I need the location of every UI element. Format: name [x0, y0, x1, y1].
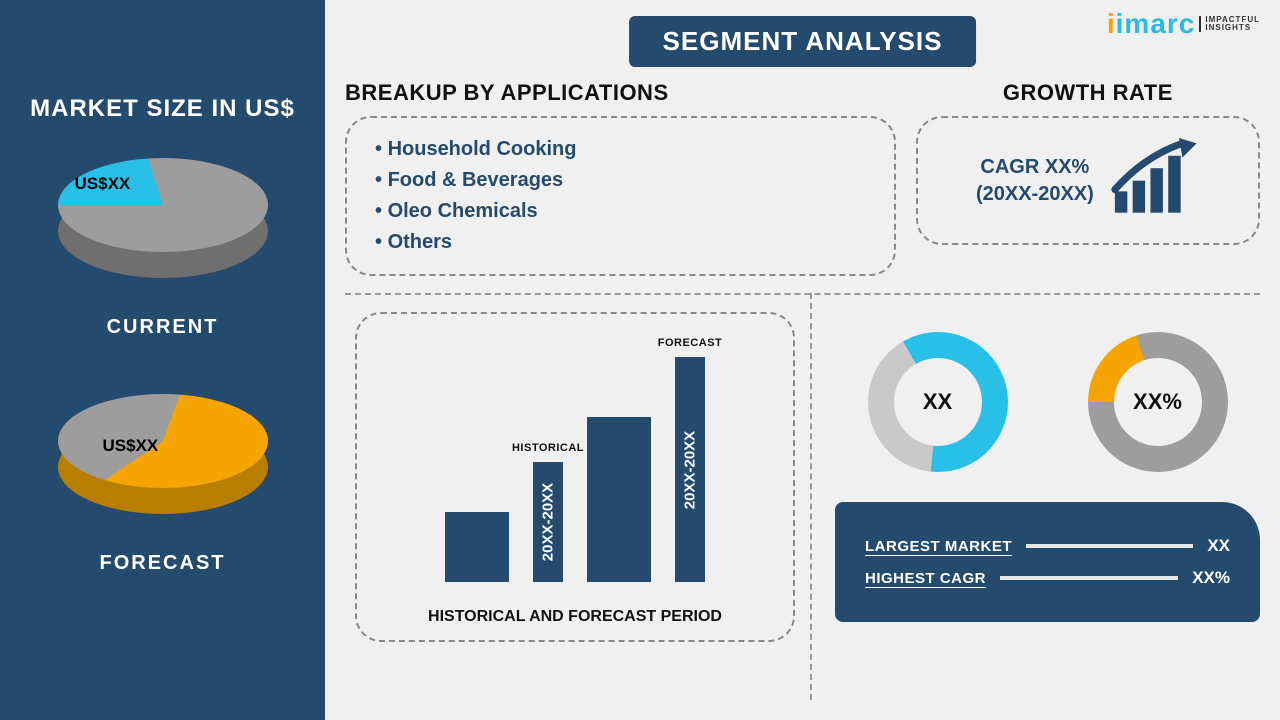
growth-box: CAGR XX% (20XX-20XX) — [916, 116, 1260, 245]
pie-current-caption: CURRENT — [107, 316, 219, 339]
main-area: iimarc IMPACTFUL INSIGHTS SEGMENT ANALYS… — [325, 0, 1280, 720]
metric-label: LARGEST MARKET — [865, 538, 1012, 555]
hist-caption: HISTORICAL AND FORECAST PERIOD — [357, 608, 793, 626]
breakup-box: Household CookingFood & BeveragesOleo Ch… — [345, 116, 896, 276]
metric-line — [1000, 576, 1178, 580]
bar: FORECAST20XX-20XX — [675, 357, 705, 582]
bottom-right-panel: XX XX% LARGEST MARKET XX HIGHEST CAGR XX% — [835, 312, 1260, 622]
breakup-section: BREAKUP BY APPLICATIONS Household Cookin… — [345, 80, 896, 276]
breakup-title: BREAKUP BY APPLICATIONS — [345, 80, 896, 106]
bar-period-label: 20XX-20XX — [682, 430, 699, 508]
sidebar-title: MARKET SIZE IN US$ — [30, 95, 295, 123]
metric-card: LARGEST MARKET XX HIGHEST CAGR XX% — [835, 502, 1260, 622]
cagr-line2: (20XX-20XX) — [976, 181, 1094, 208]
pie-forecast: US$XX — [53, 394, 273, 534]
breakup-item: Others — [375, 227, 866, 258]
breakup-list: Household CookingFood & BeveragesOleo Ch… — [375, 134, 866, 258]
cagr-text: CAGR XX% (20XX-20XX) — [976, 154, 1094, 208]
donut-center-value: XX% — [1114, 358, 1202, 446]
donut-row: XX XX% — [835, 332, 1260, 472]
metric-line — [1026, 544, 1193, 548]
bar — [445, 512, 509, 582]
donut-center-value: XX — [894, 358, 982, 446]
bar-top-tag: HISTORICAL — [512, 442, 584, 454]
logo-text: imarc — [1116, 8, 1196, 39]
hist-forecast-panel: HISTORICAL20XX-20XXFORECAST20XX-20XX HIS… — [355, 312, 795, 642]
pie-forecast-value: US$XX — [103, 436, 159, 456]
breakup-item: Oleo Chemicals — [375, 196, 866, 227]
metric-label: HIGHEST CAGR — [865, 570, 986, 587]
donut-chart: XX% — [1088, 332, 1228, 472]
metric-value: XX% — [1192, 568, 1230, 588]
breakup-item: Food & Beverages — [375, 165, 866, 196]
cagr-line1: CAGR XX% — [976, 154, 1094, 181]
growth-title: GROWTH RATE — [916, 80, 1260, 106]
divider-horizontal — [345, 293, 1260, 295]
hist-box: HISTORICAL20XX-20XXFORECAST20XX-20XX HIS… — [355, 312, 795, 642]
growth-arrow-icon — [1108, 138, 1200, 223]
metric-row: LARGEST MARKET XX — [865, 536, 1230, 556]
bar-period-label: 20XX-20XX — [540, 483, 557, 561]
donut-chart: XX — [868, 332, 1008, 472]
growth-section: GROWTH RATE CAGR XX% (20XX-20XX) — [916, 80, 1260, 276]
logo-tagline2: INSIGHTS — [1205, 24, 1260, 32]
page-title: SEGMENT ANALYSIS — [629, 16, 977, 67]
divider-vertical — [810, 293, 812, 700]
metric-value: XX — [1207, 536, 1230, 556]
metric-row: HIGHEST CAGR XX% — [865, 568, 1230, 588]
pie-current-value: US$XX — [75, 174, 131, 194]
brand-logo: iimarc IMPACTFUL INSIGHTS — [1107, 8, 1260, 40]
pie-current: US$XX — [53, 158, 273, 298]
bar-chart: HISTORICAL20XX-20XXFORECAST20XX-20XX — [397, 352, 753, 582]
sidebar: MARKET SIZE IN US$ US$XX CURRENT US$XX F… — [0, 0, 325, 720]
pie-forecast-caption: FORECAST — [100, 552, 226, 575]
breakup-item: Household Cooking — [375, 134, 866, 165]
bar-top-tag: FORECAST — [658, 337, 723, 349]
bar: HISTORICAL20XX-20XX — [533, 462, 563, 582]
bar — [587, 417, 651, 582]
